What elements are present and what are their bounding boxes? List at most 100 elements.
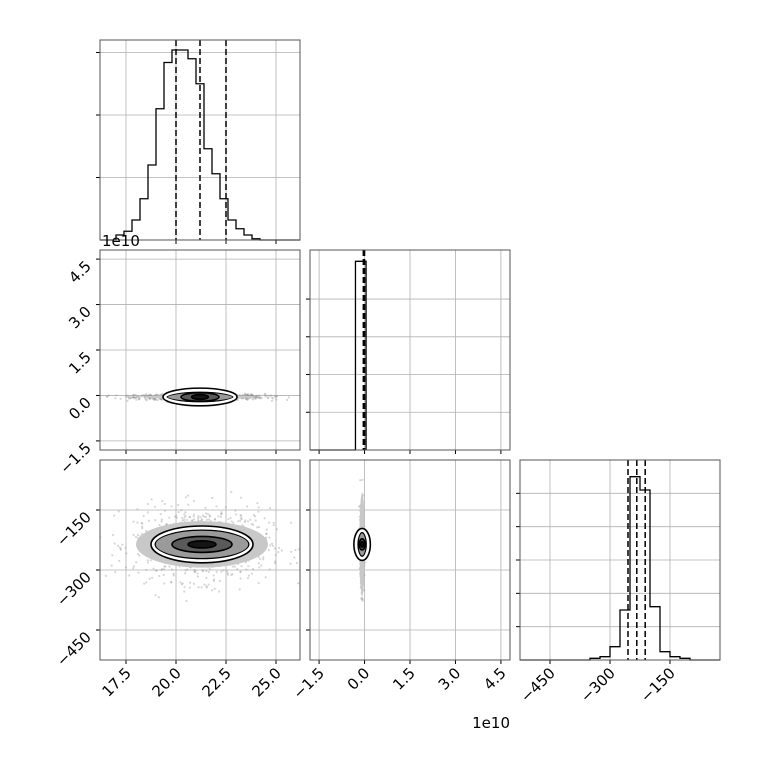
p20-sample-point bbox=[252, 513, 256, 517]
p10-sample-point bbox=[132, 393, 135, 396]
p20-sample-point bbox=[265, 532, 268, 535]
p20-sample-point bbox=[233, 565, 236, 568]
p20-sample-point bbox=[116, 544, 120, 547]
p20-sample-point bbox=[213, 587, 216, 591]
p20-sample-point bbox=[239, 519, 242, 522]
p10-sample-point bbox=[255, 395, 258, 398]
p20-sample-point bbox=[232, 521, 235, 524]
p20-sample-point bbox=[215, 570, 218, 574]
p10-sample-point bbox=[124, 395, 127, 398]
p20-sample-point bbox=[257, 525, 261, 529]
p10-sample-point bbox=[245, 393, 248, 396]
p10-sample-point bbox=[258, 396, 261, 399]
p21-sample-point bbox=[360, 597, 363, 600]
p20-sample-point bbox=[268, 507, 272, 510]
p10-sample-point bbox=[258, 394, 261, 397]
p20-sample-point bbox=[149, 559, 152, 562]
p21-plot-area bbox=[353, 478, 372, 602]
p20-sample-point bbox=[189, 516, 192, 519]
p20-sample-point bbox=[184, 569, 187, 572]
p20-sample-point bbox=[208, 514, 212, 517]
p20-sample-point bbox=[239, 577, 242, 580]
p20-sample-point bbox=[220, 512, 223, 515]
p11-frame bbox=[309, 249, 511, 451]
p20-sample-point bbox=[269, 544, 272, 547]
p21-sample-point bbox=[361, 597, 364, 601]
p20-sample-point bbox=[219, 515, 223, 519]
p10-sample-point bbox=[129, 396, 133, 399]
p10-sample-point bbox=[160, 393, 163, 396]
p20-sample-point bbox=[207, 518, 211, 521]
p20-sample-point bbox=[163, 582, 166, 585]
p10-sample-point bbox=[252, 394, 255, 397]
p10-sample-point bbox=[137, 398, 141, 401]
p20-sample-point bbox=[212, 574, 215, 577]
p20-sample-point bbox=[124, 546, 127, 549]
p00-hist-bar-13 bbox=[204, 149, 212, 240]
p20-sample-point bbox=[218, 590, 221, 593]
panel-p11 bbox=[306, 249, 511, 454]
p10-sample-point bbox=[244, 393, 247, 396]
panel-p10 bbox=[96, 249, 301, 454]
p20-sample-point bbox=[259, 557, 262, 560]
p20-sample-point bbox=[271, 544, 275, 548]
p21-contour-outer bbox=[353, 527, 372, 562]
p20-sample-point bbox=[191, 519, 194, 522]
p20-sample-point bbox=[215, 505, 218, 508]
p10-sample-point bbox=[257, 396, 260, 399]
p20-sample-point bbox=[154, 594, 157, 597]
p20-sample-point bbox=[230, 573, 233, 577]
p20-sample-point bbox=[240, 517, 243, 521]
p20-sample-point bbox=[187, 494, 190, 497]
p20-sample-point bbox=[218, 579, 221, 583]
p10-sample-point bbox=[141, 394, 144, 397]
p20-sample-point bbox=[187, 503, 190, 506]
p10-sample-point bbox=[275, 398, 278, 401]
p20-sample-point bbox=[158, 523, 161, 527]
p20-sample-point bbox=[121, 543, 124, 546]
p10-ytick-label-2: 1.5 bbox=[65, 348, 95, 378]
p10-sample-point bbox=[106, 395, 109, 398]
p20-sample-point bbox=[208, 568, 212, 571]
p20-sample-point bbox=[265, 532, 268, 535]
p20-sample-point bbox=[170, 580, 173, 583]
p20-sample-point bbox=[175, 516, 178, 519]
p20-sample-point bbox=[289, 562, 292, 565]
p20-sample-point bbox=[253, 515, 257, 518]
p11-hist-step bbox=[310, 260, 367, 451]
p20-sample-point bbox=[237, 520, 240, 523]
p20-sample-point bbox=[134, 535, 138, 538]
p20-sample-point bbox=[162, 573, 165, 577]
p20-sample-point bbox=[272, 521, 275, 524]
p20-sample-point bbox=[239, 570, 242, 574]
p10-sample-point bbox=[127, 395, 130, 398]
p20-sample-point bbox=[268, 521, 271, 524]
p10-sample-point bbox=[246, 398, 249, 401]
p20-sample-point bbox=[196, 517, 200, 520]
p10-sample-point bbox=[148, 393, 151, 396]
p10-sample-point bbox=[245, 393, 249, 396]
p20-sample-point bbox=[192, 500, 196, 503]
p10-sample-point bbox=[254, 397, 257, 400]
p20-sample-point bbox=[205, 586, 208, 589]
p20-sample-point bbox=[220, 511, 223, 514]
p10-sample-point bbox=[135, 396, 138, 399]
p20-sample-point bbox=[227, 517, 230, 521]
p10-sample-point bbox=[251, 398, 254, 401]
p10-sample-point bbox=[246, 393, 250, 396]
p20-sample-point bbox=[141, 525, 144, 528]
p10-sample-point bbox=[267, 396, 270, 400]
p20-sample-point bbox=[168, 516, 171, 519]
p20-sample-point bbox=[230, 520, 233, 523]
p10-sample-point bbox=[131, 395, 134, 399]
p20-sample-point bbox=[177, 511, 180, 514]
p10-sample-point bbox=[254, 396, 258, 400]
p20-sample-point bbox=[157, 596, 160, 599]
p10-sample-point bbox=[127, 396, 130, 399]
p10-sample-point bbox=[260, 396, 263, 400]
p20-sample-point bbox=[183, 590, 186, 593]
p10-sample-point bbox=[255, 394, 258, 397]
p10-sample-point bbox=[243, 392, 247, 396]
p20-sample-point bbox=[170, 505, 173, 508]
